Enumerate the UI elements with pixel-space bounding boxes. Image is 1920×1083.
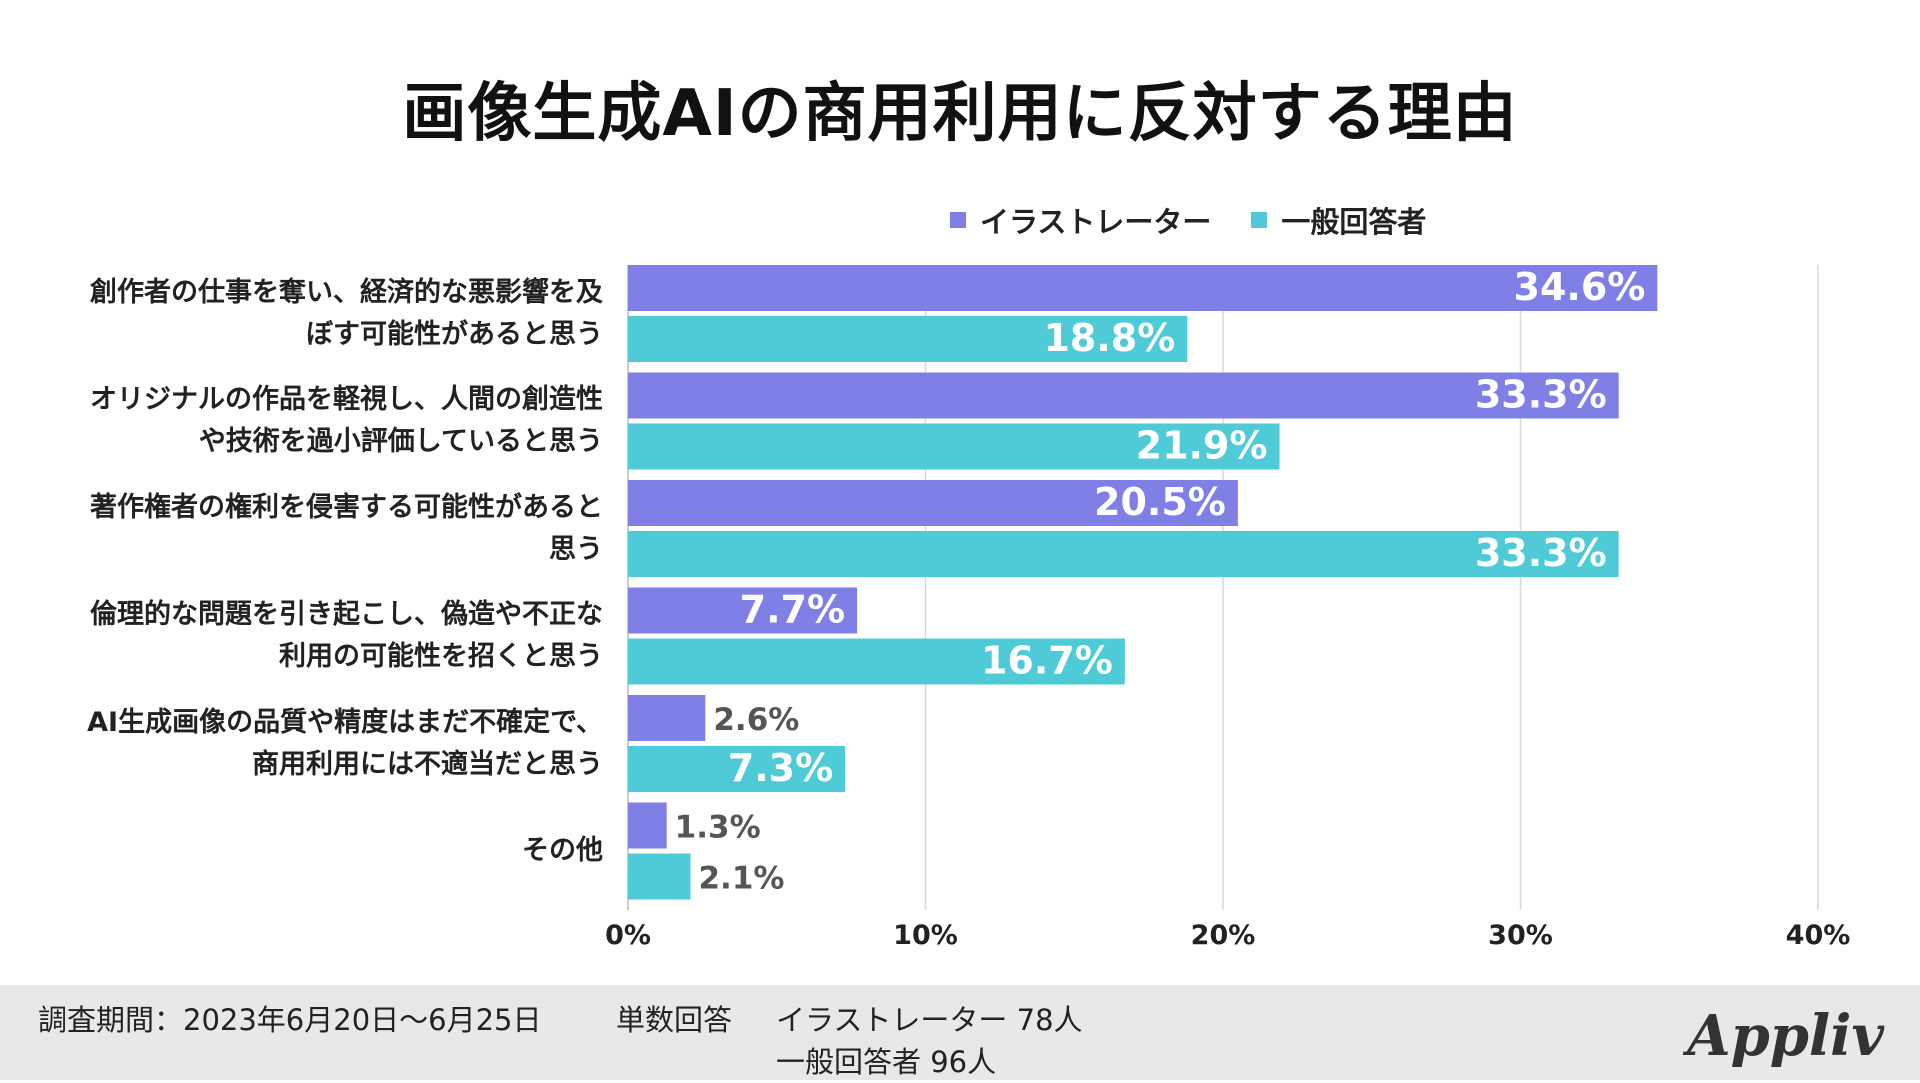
category-label-line: その他 <box>522 835 603 866</box>
legend-label-illustrator: イラストレーター <box>980 205 1212 239</box>
bar-general-5 <box>628 853 691 900</box>
legend-label-general: 一般回答者 <box>1281 205 1427 239</box>
category-label-line: 商用利用には不適当だと思う <box>252 748 603 780</box>
bar-illustrator-0 <box>628 265 1658 311</box>
group-general-count: 一般回答者 96人 <box>776 1045 997 1079</box>
data-label-general-3: 16.7% <box>981 639 1113 683</box>
legend-item-general: 一般回答者 <box>1251 199 1426 241</box>
bar-illustrator-2 <box>628 480 1238 526</box>
category-label-line: オリジナルの作品を軽視し、人間の創造性 <box>90 384 603 415</box>
data-label-general-1: 21.9% <box>1136 424 1268 468</box>
category-label-line: 創作者の仕事を奪い、経済的な悪影響を及 <box>90 276 603 308</box>
category-label-2: 著作権者の権利を侵害する可能性があると思う <box>3 480 603 577</box>
bar-illustrator-5 <box>628 802 667 849</box>
legend: イラストレーター 一般回答者 <box>950 200 1466 240</box>
data-label-general-4: 7.3% <box>728 746 833 790</box>
footer: 調査期間：2023年6月20日〜6月25日 単数回答 イラストレーター 78人 … <box>0 985 1920 1080</box>
category-label-5: その他 <box>3 803 603 900</box>
category-label-1: オリジナルの作品を軽視し、人間の創造性や技術を過小評価していると思う <box>3 373 603 470</box>
answer-type: 単数回答 <box>616 1003 733 1037</box>
bar-illustrator-1 <box>628 372 1619 419</box>
x-tick-label: 20% <box>1191 920 1256 951</box>
data-label-general-0: 18.8% <box>1043 316 1175 360</box>
x-tick-label: 0% <box>605 920 651 951</box>
bar-chart: 0% 10% 20% 30% 40% 34.6% 18.8% 33.3% 21.9% 20.5% 3… <box>605 265 1851 951</box>
legend-swatch-general <box>1251 212 1268 228</box>
category-label-4: AI生成画像の品質や精度はまだ不確定で、商用利用には不適当だと思う <box>3 695 603 792</box>
bar-illustrator-3 <box>628 587 858 634</box>
chart-title: 画像生成AIの商用利用に反対する理由 <box>402 77 1518 151</box>
data-label-illustrator-0: 34.6% <box>1514 265 1646 309</box>
data-label-illustrator-4: 2.6% <box>713 702 799 738</box>
category-label-line: や技術を過小評価していると思う <box>198 426 603 457</box>
x-tick-label: 10% <box>893 920 958 951</box>
data-label-illustrator-5: 1.3% <box>675 810 761 846</box>
category-label-0: 創作者の仕事を奪い、経済的な悪影響を及ぼす可能性があると思う <box>3 265 603 362</box>
group-illustrator-count: イラストレーター 78人 <box>776 1003 1083 1037</box>
data-label-illustrator-1: 33.3% <box>1475 373 1607 417</box>
survey-info: 調査期間：2023年6月20日〜6月25日 単数回答 イラストレーター 78人 … <box>38 999 1083 1083</box>
category-label-line: 著作権者の権利を侵害する可能性があると <box>90 491 603 523</box>
x-tick-label: 30% <box>1488 920 1553 951</box>
survey-period: 調査期間：2023年6月20日〜6月25日 <box>38 1003 542 1037</box>
appliv-logo: Appliv <box>1687 1003 1884 1069</box>
bar-general-0 <box>628 316 1188 362</box>
data-label-general-5: 2.1% <box>698 861 784 897</box>
legend-item-illustrator: イラストレーター <box>950 199 1211 241</box>
category-label-line: 倫理的な問題を引き起こし、偽造や不正な <box>90 599 603 630</box>
data-label-general-2: 33.3% <box>1475 531 1607 575</box>
bar-general-4 <box>628 746 846 792</box>
category-label-line: AI生成画像の品質や精度はまだ不確定で、 <box>87 706 603 738</box>
data-label-illustrator-2: 20.5% <box>1094 480 1226 524</box>
bar-general-1 <box>628 423 1280 470</box>
legend-swatch-illustrator <box>950 212 966 228</box>
category-label-line: 利用の可能性を招くと思う <box>279 641 603 672</box>
category-label-line: 思う <box>549 533 603 565</box>
bar-general-3 <box>628 638 1125 685</box>
bar-illustrator-4 <box>628 695 706 741</box>
category-label-line: ぼす可能性があると思う <box>306 318 603 350</box>
bar-general-2 <box>628 531 1619 577</box>
category-label-3: 倫理的な問題を引き起こし、偽造や不正な利用の可能性を招くと思う <box>3 588 603 685</box>
x-tick-label: 40% <box>1786 920 1851 951</box>
data-label-illustrator-3: 7.7% <box>740 588 845 632</box>
